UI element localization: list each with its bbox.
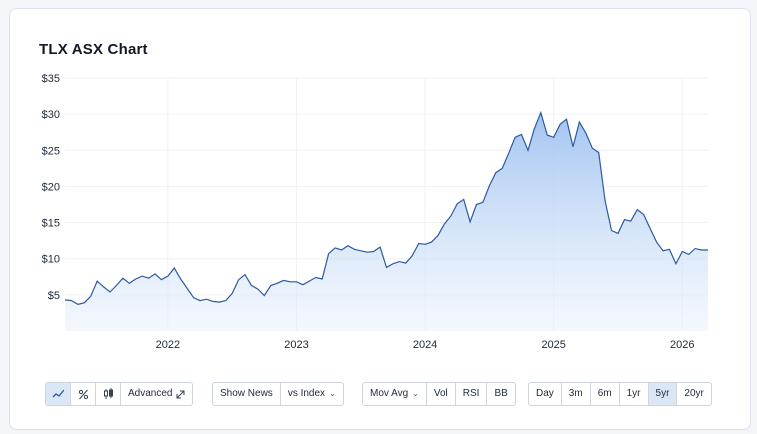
vs-index-label: vs Index bbox=[287, 388, 326, 399]
y-tick-label: $15 bbox=[42, 218, 60, 230]
x-tick-label: 2022 bbox=[156, 339, 180, 351]
chart-title: TLX ASX Chart bbox=[39, 41, 148, 58]
percent-icon bbox=[78, 389, 88, 399]
chevron-down-icon: ⌄ bbox=[412, 389, 419, 398]
line-chart-icon bbox=[52, 389, 64, 398]
range-day-button[interactable]: Day bbox=[529, 383, 562, 405]
range-label: 5yr bbox=[655, 388, 670, 399]
mov-avg-dropdown[interactable]: Mov Avg ⌄ bbox=[363, 383, 427, 405]
y-tick-label: $30 bbox=[42, 109, 60, 121]
range-label: Day bbox=[536, 388, 554, 399]
show-news-button[interactable]: Show News bbox=[213, 383, 281, 405]
vs-index-dropdown[interactable]: vs Index ⌄ bbox=[281, 383, 343, 405]
candlestick-button[interactable] bbox=[96, 383, 121, 405]
percent-button[interactable] bbox=[71, 383, 96, 405]
range-label: 3m bbox=[568, 388, 583, 399]
x-tick-label: 2025 bbox=[541, 339, 565, 351]
y-tick-label: $35 bbox=[42, 73, 60, 85]
line-chart-button[interactable] bbox=[46, 383, 71, 405]
range-6m-button[interactable]: 6m bbox=[591, 383, 620, 405]
y-axis-labels: $35 $30 $25 $20 $15 $10 $5 bbox=[42, 73, 60, 302]
advanced-label: Advanced bbox=[128, 388, 173, 399]
range-toolbar: Day 3m 6m 1yr 5yr 20yr bbox=[528, 382, 712, 406]
rsi-button[interactable]: RSI bbox=[456, 383, 488, 405]
bb-button[interactable]: BB bbox=[487, 383, 514, 405]
advanced-button[interactable]: Advanced bbox=[121, 383, 192, 405]
chevron-down-icon: ⌄ bbox=[329, 389, 336, 398]
price-area-fill bbox=[65, 112, 708, 331]
range-label: 1yr bbox=[626, 388, 641, 399]
bb-label: BB bbox=[494, 388, 508, 399]
range-label: 20yr bbox=[684, 388, 704, 399]
x-tick-label: 2023 bbox=[284, 339, 308, 351]
range-3m-button[interactable]: 3m bbox=[562, 383, 591, 405]
mov-avg-label: Mov Avg bbox=[370, 388, 409, 399]
news-toolbar: Show News vs Index ⌄ bbox=[212, 382, 344, 406]
range-label: 6m bbox=[597, 388, 612, 399]
chart-type-toolbar: Advanced bbox=[45, 382, 194, 406]
range-20yr-button[interactable]: 20yr bbox=[677, 383, 710, 405]
x-axis-labels: 2022 2023 2024 2025 2026 bbox=[156, 339, 695, 351]
vol-label: Vol bbox=[433, 388, 448, 399]
candlestick-icon bbox=[103, 388, 113, 399]
range-5yr-button[interactable]: 5yr bbox=[648, 383, 678, 405]
x-tick-label: 2026 bbox=[670, 339, 694, 351]
y-tick-label: $20 bbox=[42, 181, 60, 193]
y-tick-label: $10 bbox=[42, 254, 60, 266]
y-tick-label: $5 bbox=[48, 290, 60, 302]
expand-icon bbox=[176, 390, 185, 398]
rsi-label: RSI bbox=[462, 388, 480, 399]
x-tick-label: 2024 bbox=[413, 339, 437, 351]
price-line bbox=[64, 110, 708, 305]
range-1yr-button[interactable]: 1yr bbox=[620, 383, 649, 405]
show-news-label: Show News bbox=[220, 388, 273, 399]
vol-button[interactable]: Vol bbox=[427, 383, 456, 405]
indicators-toolbar: Mov Avg ⌄ Vol RSI BB bbox=[362, 382, 516, 406]
y-tick-label: $25 bbox=[42, 145, 60, 157]
